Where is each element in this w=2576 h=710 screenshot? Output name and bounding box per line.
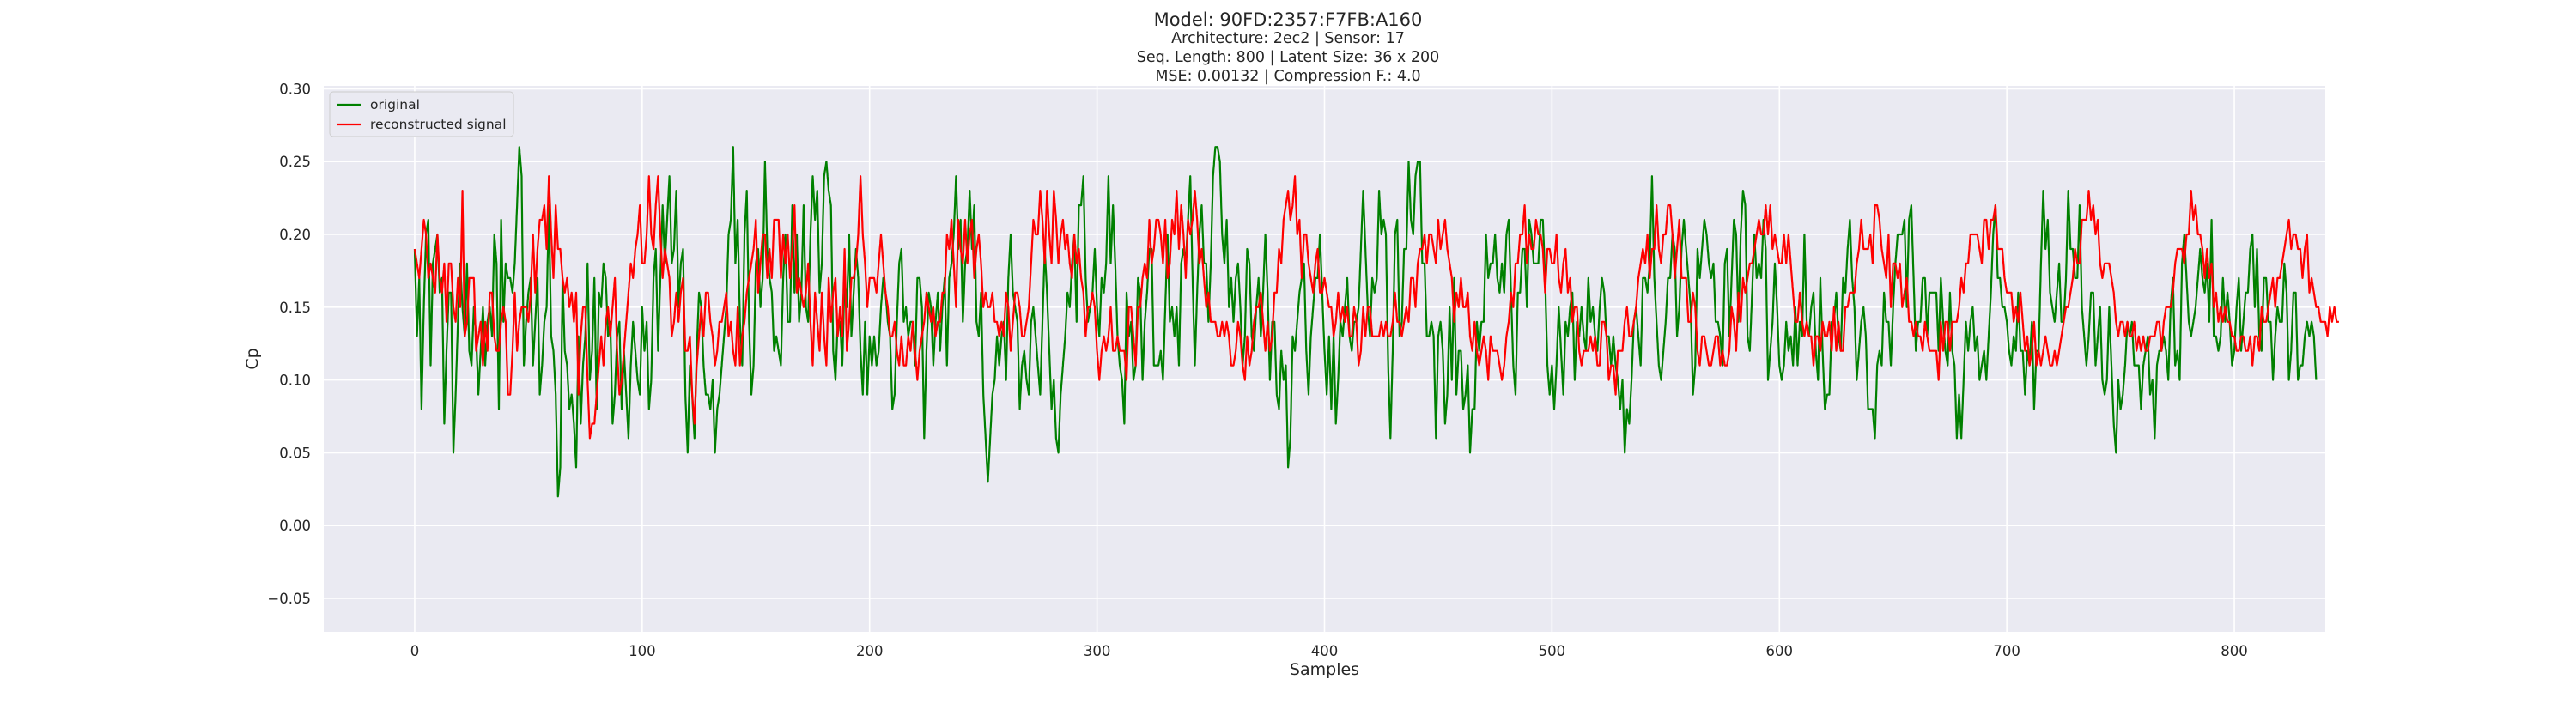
y-tick-label: 0.15 (279, 300, 311, 316)
series-layer (413, 146, 2340, 498)
x-tick-label: 500 (1539, 643, 1566, 659)
chart-subtitle-architecture: Architecture: 2ec2 | Sensor: 17 (1171, 30, 1405, 47)
y-tick-label: 0.10 (279, 373, 311, 389)
x-tick-label: 200 (856, 643, 884, 659)
x-tick-label: 0 (410, 643, 420, 659)
y-tick-label: −0.05 (267, 591, 311, 607)
legend-label-original: original (370, 97, 420, 112)
y-axis-label: Cp (243, 348, 262, 369)
x-tick-label: 100 (629, 643, 656, 659)
legend: original reconstructed signal (329, 91, 514, 137)
x-tick-label: 700 (1993, 643, 2020, 659)
y-tick-label: 0.20 (279, 227, 311, 243)
x-tick-label: 400 (1311, 643, 1339, 659)
legend-box (329, 91, 514, 137)
y-tick-label: 0.00 (279, 518, 311, 534)
series-line-original (413, 146, 2318, 498)
series-line-reconstructed (413, 175, 2340, 440)
chart-subtitle-metrics: MSE: 0.00132 | Compression F.: 4.0 (1155, 68, 1421, 85)
x-tick-label: 800 (2221, 643, 2248, 659)
y-tick-label: 0.30 (279, 81, 311, 97)
x-axis-ticks: 0 100 200 300 400 500 600 700 800 (410, 643, 2248, 659)
y-tick-label: 0.25 (279, 154, 311, 170)
chart-title: Model: 90FD:2357:F7FB:A160 (1153, 9, 1423, 30)
x-tick-label: 300 (1084, 643, 1111, 659)
x-tick-label: 600 (1766, 643, 1794, 659)
y-tick-label: 0.05 (279, 445, 311, 461)
chart-subtitle-sequence: Seq. Length: 800 | Latent Size: 36 x 200 (1136, 49, 1440, 66)
x-axis-label: Samples (1290, 660, 1359, 679)
legend-label-reconstructed: reconstructed signal (370, 117, 507, 132)
y-axis-ticks: −0.05 0.00 0.05 0.10 0.15 0.20 0.25 0.30 (267, 81, 311, 607)
